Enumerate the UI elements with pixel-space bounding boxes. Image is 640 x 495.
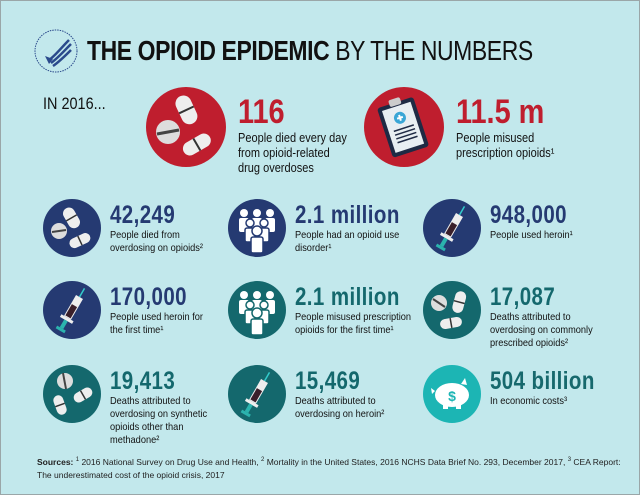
stat-economic-costs: $ 504 billion In economic costs³ (423, 365, 618, 423)
stat-value: 504 billion (490, 367, 595, 395)
stat-prescribed-opioid-deaths: 17,087 Deaths attributed to overdosing on… (423, 281, 607, 350)
syringe-icon (43, 281, 101, 339)
intro-label: IN 2016... (43, 94, 106, 113)
stat-description: In economic costs³ (490, 395, 568, 407)
stat-description: People used heroin¹ (490, 229, 573, 241)
stat-value: 42,249 (110, 201, 176, 229)
syringe-icon (228, 365, 286, 423)
pills-icon (423, 281, 481, 339)
stat-value: 2.1 million (295, 283, 400, 311)
stat-description: People used heroin for the first time¹ (110, 311, 203, 336)
pills-icon (146, 87, 226, 167)
highlight-misused-prescription: 11.5 m People misused prescription opioi… (364, 87, 568, 167)
highlight-deaths-per-day: 116 People died every day from opioid-re… (146, 87, 362, 176)
stat-description: Deaths attributed to overdosing on heroin… (295, 395, 385, 420)
stat-description: People died from overdosing on opioids² (110, 229, 203, 254)
stat-description: People misused prescription opioids¹ (456, 131, 555, 160)
stat-description: People died every day from opioid-relate… (238, 131, 347, 175)
title-light: BY THE NUMBERS (335, 35, 533, 66)
svg-text:$: $ (448, 388, 456, 404)
stat-heroin-users: 948,000 People used heroin¹ (423, 199, 584, 257)
page-title: THE OPIOID EPIDEMIC BY THE NUMBERS (87, 35, 533, 67)
people-group-icon (228, 199, 286, 257)
stat-value: 2.1 million (295, 201, 400, 229)
pills-icon (43, 365, 101, 423)
stat-first-time-prescription-misuse: 2.1 million People misused prescription o… (228, 281, 427, 339)
stat-description: People had an opioid use disorder¹ (295, 229, 400, 254)
stat-value: 11.5 m (456, 93, 545, 131)
stat-synthetic-opioid-deaths: 19,413 Deaths attributed to overdosing on… (43, 365, 220, 447)
prescription-clipboard-icon (364, 87, 444, 167)
stat-description: Deaths attributed to overdosing on common… (490, 311, 593, 349)
stat-description: Deaths attributed to overdosing on synthe… (110, 395, 208, 446)
stat-heroin-deaths: 15,469 Deaths attributed to overdosing on… (228, 365, 397, 423)
stat-description: People misused prescription opioids for t… (295, 311, 412, 336)
pills-icon (43, 199, 101, 257)
stat-value: 19,413 (110, 367, 176, 395)
stat-value: 17,087 (490, 283, 556, 311)
stat-opioid-deaths: 42,249 People died from overdosing on opi… (43, 199, 216, 257)
stat-opioid-use-disorder: 2.1 million People had an opioid use diso… (228, 199, 423, 257)
sources-footnote: Sources: 1 2016 National Survey on Drug … (37, 456, 621, 480)
title-bold: THE OPIOID EPIDEMIC (87, 35, 330, 66)
people-group-icon (228, 281, 286, 339)
stat-value: 948,000 (490, 201, 567, 229)
header: THE OPIOID EPIDEMIC BY THE NUMBERS (31, 26, 631, 76)
stat-value: 116 (238, 93, 285, 131)
stat-value: 15,469 (295, 367, 361, 395)
stat-first-time-heroin: 170,000 People used heroin for the first … (43, 281, 216, 339)
sources-label: Sources: (37, 456, 74, 467)
hhs-eagle-seal-icon (34, 29, 78, 73)
stat-value: 170,000 (110, 283, 187, 311)
piggy-bank-icon: $ (423, 365, 481, 423)
syringe-icon (423, 199, 481, 257)
